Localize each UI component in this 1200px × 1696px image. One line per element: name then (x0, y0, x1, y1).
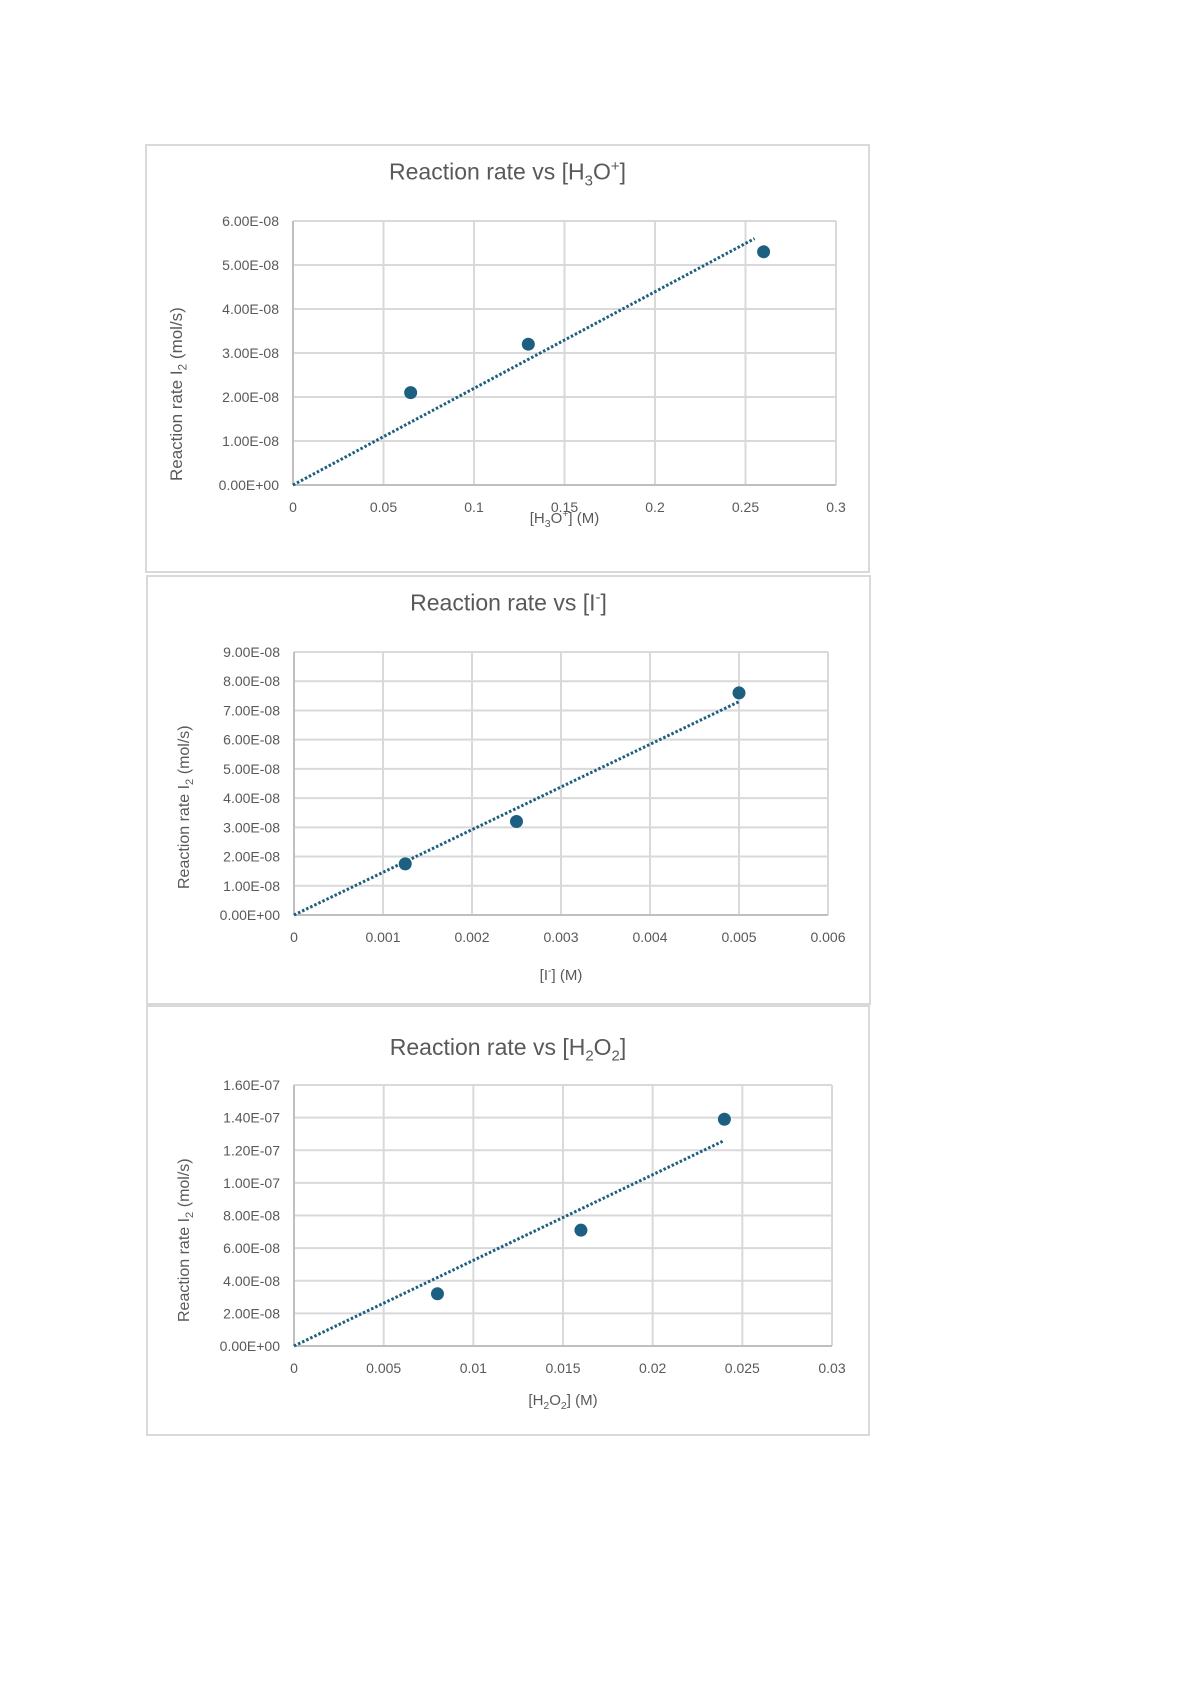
y-tick-label: 1.60E-07 (223, 1077, 280, 1093)
plot-area: 0 0.005 0.01 0.015 0.02 0.025 0.03 0.00E+00 2.00… (220, 1077, 846, 1376)
y-tick-label: 6.00E-08 (223, 732, 280, 748)
chart-iodide: Reaction rate vs [I-] 0 0.001 0.002 0.003 0.… (146, 575, 871, 1005)
x-tick-label: 0 (289, 499, 297, 515)
x-tick-label: 0.03 (818, 1360, 845, 1376)
x-tick-label: 0 (290, 1360, 298, 1376)
x-tick-label: 0.001 (365, 929, 400, 945)
x-tick-label: 0.25 (732, 499, 759, 515)
chart-title: Reaction rate vs [H3O+] (389, 158, 626, 190)
chart-h2o2: Reaction rate vs [H2O2] 0 0.005 0.01 0.015 0… (146, 1005, 870, 1436)
y-tick-label: 2.00E-08 (223, 1305, 280, 1321)
chart-title: Reaction rate vs [H2O2] (389, 1034, 627, 1065)
y-tick-label: 3.00E-08 (223, 819, 280, 835)
chart-title: Reaction rate vs [I-] (410, 589, 607, 616)
plot-area: 0 0.05 0.1 0.15 0.2 0.25 0.3 0.00E+00 1.00E-08 2.… (219, 213, 846, 515)
x-tick-label: 0.02 (639, 1360, 666, 1376)
y-tick-label: 6.00E-08 (223, 1240, 280, 1256)
x-tick-label: 0 (290, 929, 298, 945)
y-tick-label: 3.00E-08 (222, 345, 279, 361)
x-tick-label: 0.05 (370, 499, 397, 515)
x-tick-label: 0.3 (826, 499, 846, 515)
y-tick-label: 0.00E+00 (220, 907, 281, 923)
y-tick-label: 0.00E+00 (219, 477, 280, 493)
data-point (757, 245, 771, 259)
y-tick-label: 1.00E-08 (223, 878, 280, 894)
y-tick-label: 9.00E-08 (223, 644, 280, 660)
y-axis-title: Reaction rate I2 (mol/s) (176, 725, 197, 889)
y-axis-title: Reaction rate I2 (mol/s) (167, 307, 190, 481)
x-tick-label: 0.025 (725, 1360, 760, 1376)
trendline (293, 1139, 726, 1348)
x-tick-label: 0.15 (551, 499, 578, 515)
x-tick-label: 0.005 (366, 1360, 401, 1376)
y-tick-label: 4.00E-08 (223, 790, 280, 806)
y-tick-label: 6.00E-08 (222, 213, 279, 229)
data-point (732, 686, 746, 700)
data-point (521, 337, 535, 351)
y-tick-label: 4.00E-08 (222, 301, 279, 317)
y-tick-label: 2.00E-08 (223, 849, 280, 865)
trendline (293, 700, 740, 917)
data-point (574, 1223, 588, 1237)
y-tick-label: 8.00E-08 (223, 673, 280, 689)
x-tick-label: 0.015 (545, 1360, 580, 1376)
chart-h3o: Reaction rate vs [H3O+] 0 0.05 0.1 0.15 0.2 0… (145, 144, 870, 573)
y-tick-label: 1.00E-08 (222, 433, 279, 449)
y-tick-label: 5.00E-08 (223, 761, 280, 777)
x-tick-label: 0.006 (810, 929, 845, 945)
data-point (430, 1287, 444, 1301)
x-axis-title: [H2O2] (M) (528, 1392, 598, 1412)
data-point (398, 857, 412, 871)
plot-area: 0 0.001 0.002 0.003 0.004 0.005 0.006 0.00E+00 1… (220, 644, 846, 945)
y-tick-label: 7.00E-08 (223, 702, 280, 718)
data-point (404, 386, 418, 400)
data-point (717, 1112, 731, 1126)
y-axis-title: Reaction rate I2 (mol/s) (176, 1158, 197, 1322)
trendline (292, 237, 756, 487)
y-tick-label: 8.00E-08 (223, 1208, 280, 1224)
x-tick-label: 0.1 (464, 499, 484, 515)
y-tick-label: 1.00E-07 (223, 1175, 280, 1191)
data-point (510, 814, 523, 828)
y-tick-label: 1.40E-07 (223, 1110, 280, 1126)
x-tick-label: 0.004 (632, 929, 667, 945)
x-tick-label: 0.2 (645, 499, 665, 515)
x-axis-title: [I-] (M) (539, 965, 583, 984)
x-tick-label: 0.005 (721, 929, 756, 945)
x-tick-label: 0.01 (460, 1360, 487, 1376)
y-tick-label: 5.00E-08 (222, 257, 279, 273)
y-tick-label: 4.00E-08 (223, 1273, 280, 1289)
x-tick-label: 0.002 (454, 929, 489, 945)
y-tick-label: 2.00E-08 (222, 389, 279, 405)
y-tick-label: 1.20E-07 (223, 1142, 280, 1158)
x-axis-title: [H3O+] (M) (529, 508, 600, 530)
x-tick-label: 0.003 (543, 929, 578, 945)
y-tick-label: 0.00E+00 (220, 1338, 281, 1354)
